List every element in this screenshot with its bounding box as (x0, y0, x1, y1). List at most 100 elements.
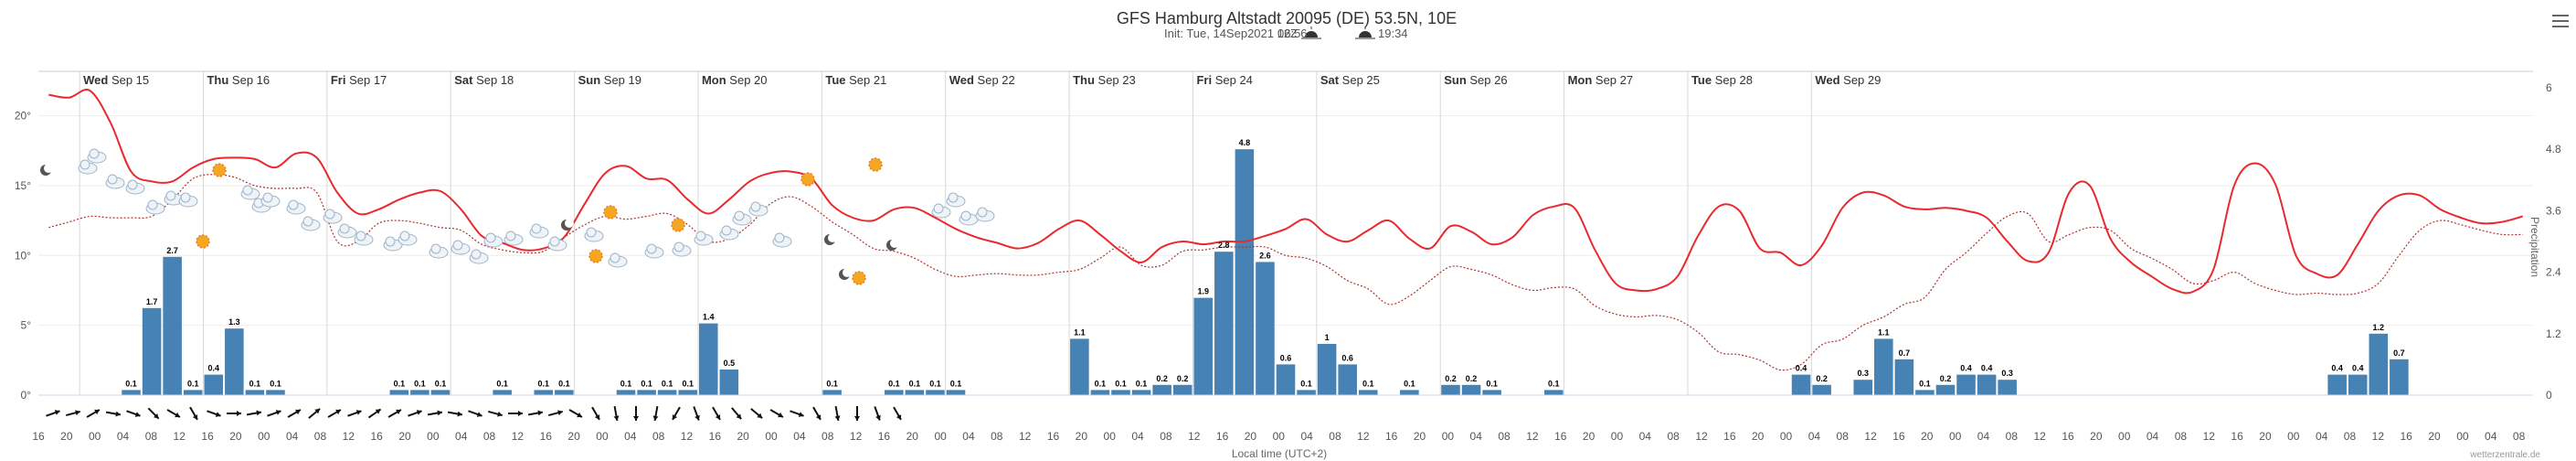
cloud-puff (505, 230, 516, 241)
wind-arrow-icon (408, 410, 422, 417)
wind-arrow-head (115, 411, 121, 417)
precip-bar-label: 1.1 (1878, 327, 1890, 337)
y-right-tick-label: 4.8 (2546, 143, 2561, 155)
x-hour-tick-label: 16 (2062, 430, 2074, 443)
x-hour-tick-label: 16 (1554, 430, 1567, 443)
day-name: Sun (578, 73, 604, 87)
sun-icon (588, 249, 603, 263)
moon-cut (828, 233, 837, 242)
day-name: Wed (949, 73, 978, 87)
moon-icon (824, 233, 837, 245)
precip-bar (266, 390, 285, 395)
precip-bar-label: 2.6 (1259, 251, 1271, 260)
moon-icon (839, 268, 852, 280)
day-label: Wed Sep 15 (83, 73, 149, 87)
sun-icon (852, 271, 866, 285)
day-label: Mon Sep 20 (702, 73, 768, 87)
cloud-puff (452, 240, 463, 251)
x-hour-tick-label: 16 (1047, 430, 1060, 443)
cloud-puff (734, 210, 745, 221)
precip-bar (410, 390, 429, 395)
wind-arrow-icon (508, 411, 523, 416)
day-name: Sat (454, 73, 476, 87)
x-hour-tick-label: 04 (2485, 430, 2497, 443)
x-hour-tick-label: 16 (2231, 430, 2243, 443)
precip-bar (204, 374, 224, 395)
x-hour-tick-label: 12 (1526, 430, 1539, 443)
cloud-icon (286, 199, 306, 215)
wind-arrow-head (834, 415, 841, 421)
cloud-icon (164, 190, 184, 206)
wind-arrow-head (613, 415, 620, 421)
precip-bar-label: 1.9 (1197, 287, 1209, 296)
x-hour-tick-label: 20 (398, 430, 411, 443)
precip-bar-label: 0.1 (1919, 379, 1931, 388)
sunset-icon (1355, 27, 1375, 39)
wind-arrow-icon (633, 406, 639, 421)
precip-bar-label: 0.1 (1362, 379, 1374, 388)
wind-arrow-icon (893, 406, 902, 421)
precip-bar (1791, 374, 1811, 395)
x-hour-tick-label: 08 (314, 430, 327, 443)
precip-bar-label: 0.6 (1280, 353, 1292, 362)
menu-line-icon (2552, 26, 2569, 27)
day-date: Sep 20 (729, 73, 767, 87)
precip-bar (1812, 384, 1831, 395)
wind-arrow-head (875, 414, 881, 421)
cloud-puff (89, 148, 100, 159)
x-hour-tick-label: 16 (878, 430, 891, 443)
cloud-puff (471, 249, 482, 260)
x-hour-tick-label: 00 (2118, 430, 2131, 443)
precip-bar (1214, 252, 1234, 395)
wind-arrow-icon (750, 408, 763, 419)
precip-bar-label: 1 (1325, 333, 1330, 342)
precip-bar-label: 0.1 (662, 379, 673, 388)
cloud-puff (610, 252, 620, 263)
x-hour-tick-label: 00 (89, 430, 101, 443)
cloud-icon (260, 192, 281, 208)
precip-bar-label: 1.7 (146, 297, 158, 306)
sun-icon (196, 234, 210, 249)
x-hour-tick-label: 08 (2006, 430, 2019, 443)
wind-arrow-icon (66, 410, 80, 417)
x-hour-tick-label: 08 (1329, 430, 1341, 443)
precip-bar (245, 390, 265, 395)
precip-bar (2390, 359, 2409, 395)
precip-bar (1152, 384, 1171, 395)
precip-bar-label: 2.7 (166, 246, 178, 255)
moon-icon (886, 239, 899, 251)
x-hour-tick-label: 04 (1470, 430, 1483, 443)
x-hour-tick-label: 16 (201, 430, 214, 443)
precip-bar-label: 1.1 (1074, 327, 1086, 337)
chart-menu-button[interactable] (2550, 11, 2571, 29)
precip-bar (1090, 390, 1110, 395)
day-label: Thu Sep 23 (1073, 73, 1136, 87)
precip-bar-label: 0.1 (888, 379, 900, 388)
x-hour-tick-label: 00 (2287, 430, 2300, 443)
x-hour-tick-label: 04 (1131, 430, 1144, 443)
x-hour-tick-label: 12 (1357, 430, 1370, 443)
cloud-icon (644, 243, 664, 259)
moon-cut (565, 219, 574, 228)
x-hour-tick-label: 08 (1837, 430, 1850, 443)
x-hour-tick-label: 00 (1273, 430, 1286, 443)
wind-arrow-icon (693, 406, 700, 421)
y-right-tick-label: 1.2 (2546, 327, 2561, 340)
precip-bar (637, 390, 656, 395)
precip-bar-label: 0.1 (1115, 379, 1127, 388)
credit-text: wetterzentrale.de (2469, 450, 2540, 460)
precip-bar-label: 0.3 (1857, 369, 1869, 378)
precip-bar (534, 390, 554, 395)
precip-bar (183, 390, 203, 395)
wind-arrow-head (518, 411, 523, 416)
cloud-puff (165, 190, 176, 201)
x-hour-tick-label: 00 (1611, 430, 1624, 443)
precip-bar-label: 0.1 (1136, 379, 1148, 388)
x-hour-tick-label: 12 (2033, 430, 2046, 443)
wind-arrow-head (594, 414, 600, 420)
day-name: Fri (331, 73, 349, 87)
cloud-icon (323, 209, 343, 224)
day-date: Sep 18 (476, 73, 514, 87)
precip-bar (1358, 390, 1378, 395)
sun-shape (800, 172, 815, 187)
